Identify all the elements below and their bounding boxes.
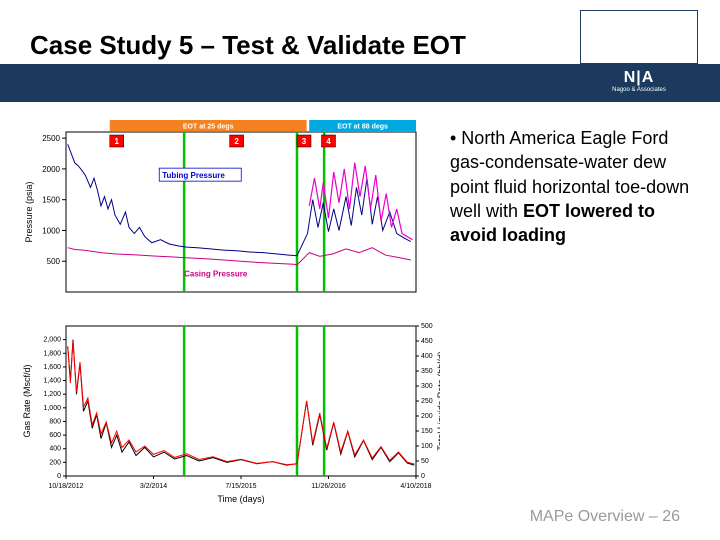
svg-text:4/10/2018: 4/10/2018 bbox=[400, 483, 431, 490]
logo-subtext: Nagoo & Associates bbox=[612, 87, 666, 93]
footer-text: MAPe Overview – 26 bbox=[530, 508, 680, 526]
svg-text:500: 500 bbox=[421, 323, 433, 330]
svg-text:200: 200 bbox=[49, 459, 61, 466]
svg-text:1,200: 1,200 bbox=[43, 391, 61, 398]
svg-text:50: 50 bbox=[421, 458, 429, 465]
svg-text:0: 0 bbox=[421, 473, 425, 480]
svg-text:500: 500 bbox=[47, 257, 61, 266]
svg-text:Pressure (psia): Pressure (psia) bbox=[24, 181, 34, 242]
svg-text:Casing Pressure: Casing Pressure bbox=[184, 270, 248, 279]
svg-text:2,000: 2,000 bbox=[43, 337, 61, 344]
svg-text:Gas Rate (Mscf/d): Gas Rate (Mscf/d) bbox=[22, 364, 32, 437]
logo-letters: N|A bbox=[624, 69, 655, 87]
logo-white-box bbox=[580, 10, 698, 64]
svg-text:400: 400 bbox=[421, 353, 433, 360]
pressure-chart: 500 1000 1500 2000 2500 Pressure (psia) EOT at… bbox=[20, 118, 440, 313]
svg-text:2500: 2500 bbox=[42, 134, 60, 143]
svg-text:800: 800 bbox=[49, 418, 61, 425]
rates-chart: 0 200 400 600 800 1,000 1,200 1,400 1,600 1,800 2,… bbox=[20, 318, 440, 518]
svg-text:1,800: 1,800 bbox=[43, 350, 61, 357]
svg-text:2000: 2000 bbox=[42, 165, 60, 174]
svg-text:150: 150 bbox=[421, 428, 433, 435]
svg-text:1500: 1500 bbox=[42, 196, 60, 205]
logo-navy-box: N|A Nagoo & Associates bbox=[580, 64, 698, 98]
svg-text:2: 2 bbox=[234, 137, 239, 146]
svg-text:350: 350 bbox=[421, 368, 433, 375]
svg-text:3: 3 bbox=[302, 137, 307, 146]
svg-text:11/26/2016: 11/26/2016 bbox=[311, 483, 346, 490]
svg-text:Tubing Pressure: Tubing Pressure bbox=[162, 171, 225, 180]
slide-title: Case Study 5 – Test & Validate EOT bbox=[30, 30, 466, 61]
svg-text:250: 250 bbox=[421, 398, 433, 405]
svg-text:400: 400 bbox=[49, 446, 61, 453]
svg-text:Total Liquids Rate (bbl/d): Total Liquids Rate (bbl/d) bbox=[436, 351, 440, 451]
svg-text:1,400: 1,400 bbox=[43, 378, 61, 385]
logo: N|A Nagoo & Associates bbox=[580, 10, 698, 98]
svg-text:0: 0 bbox=[57, 473, 61, 480]
svg-text:1: 1 bbox=[115, 137, 120, 146]
charts-column: 5001000150020002500Pressure (psia)EOT at… bbox=[20, 118, 440, 523]
svg-text:1,600: 1,600 bbox=[43, 364, 61, 371]
slide-header: Case Study 5 – Test & Validate EOT N|A N… bbox=[0, 0, 720, 100]
svg-text:7/15/2015: 7/15/2015 bbox=[225, 483, 256, 490]
svg-text:600: 600 bbox=[49, 432, 61, 439]
svg-text:10/18/2012: 10/18/2012 bbox=[48, 483, 83, 490]
bullet-text: • North America Eagle Ford gas-condensat… bbox=[450, 126, 700, 247]
svg-text:3/2/2014: 3/2/2014 bbox=[140, 483, 167, 490]
svg-text:EOT at 25 degs: EOT at 25 degs bbox=[183, 124, 234, 131]
svg-text:200: 200 bbox=[421, 413, 433, 420]
svg-text:Time (days): Time (days) bbox=[217, 494, 264, 504]
svg-text:1000: 1000 bbox=[42, 226, 60, 235]
svg-text:EOT at 88 degs: EOT at 88 degs bbox=[337, 124, 388, 131]
svg-text:100: 100 bbox=[421, 443, 433, 450]
svg-text:300: 300 bbox=[421, 383, 433, 390]
svg-text:450: 450 bbox=[421, 338, 433, 345]
svg-text:1,000: 1,000 bbox=[43, 405, 61, 412]
svg-text:4: 4 bbox=[326, 137, 331, 146]
